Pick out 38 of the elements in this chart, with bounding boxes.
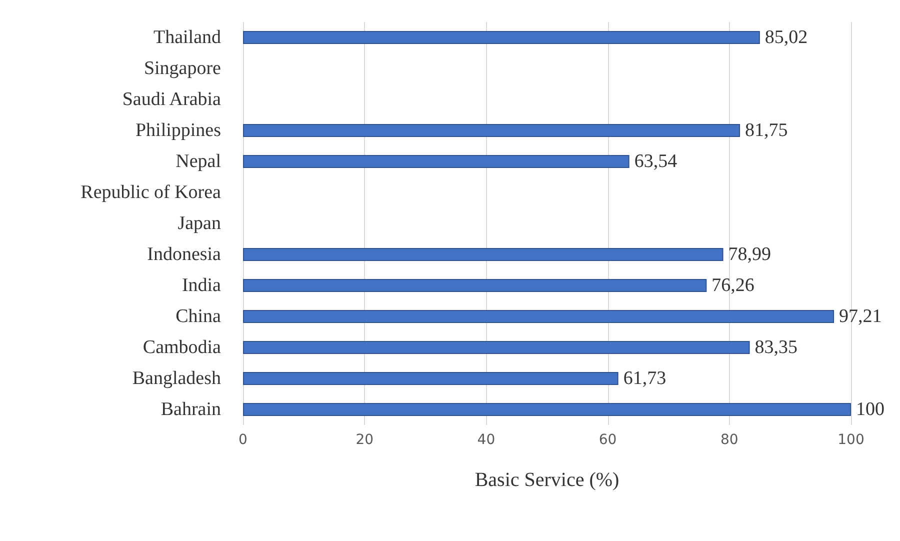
x-tick-label: 60 bbox=[598, 432, 617, 448]
data-label: 63,54 bbox=[634, 151, 678, 172]
y-tick-label: China bbox=[176, 306, 222, 327]
y-tick-label: Indonesia bbox=[147, 244, 222, 265]
y-tick-label: Bahrain bbox=[160, 399, 222, 420]
bar bbox=[243, 310, 834, 323]
y-tick-label: Saudi Arabia bbox=[122, 89, 222, 110]
bar bbox=[243, 341, 750, 354]
data-label: 78,99 bbox=[728, 244, 772, 265]
data-label: 61,73 bbox=[623, 368, 666, 389]
y-tick-label: Nepal bbox=[176, 151, 221, 172]
data-label: 85,02 bbox=[764, 27, 808, 48]
data-label: 76,26 bbox=[712, 275, 754, 296]
bar bbox=[243, 279, 707, 292]
bar bbox=[243, 155, 630, 168]
bar bbox=[243, 124, 740, 137]
bar bbox=[243, 31, 760, 44]
x-tick-label: 20 bbox=[356, 432, 374, 448]
bar bbox=[243, 372, 618, 385]
data-label: 97,21 bbox=[839, 306, 882, 327]
y-tick-label: Republic of Korea bbox=[80, 182, 222, 203]
x-tick-label: 80 bbox=[720, 432, 738, 448]
y-tick-label: India bbox=[182, 275, 222, 296]
x-axis-title: Basic Service (%) bbox=[474, 469, 620, 491]
data-label: 100 bbox=[856, 399, 884, 420]
y-tick-label: Cambodia bbox=[142, 337, 222, 358]
x-tick-label: 40 bbox=[477, 432, 496, 448]
x-tick-label: 100 bbox=[838, 432, 864, 448]
data-label: 83,35 bbox=[754, 337, 798, 358]
bar bbox=[243, 248, 724, 261]
x-tick-label: 0 bbox=[238, 432, 248, 448]
y-tick-label: Singapore bbox=[144, 58, 221, 79]
y-tick-label: Bangladesh bbox=[132, 368, 222, 389]
y-tick-label: Japan bbox=[178, 213, 222, 234]
data-label: 81,75 bbox=[745, 120, 788, 141]
y-tick-label: Philippines bbox=[135, 120, 221, 141]
bar bbox=[243, 403, 851, 416]
y-tick-label: Thailand bbox=[153, 27, 222, 48]
